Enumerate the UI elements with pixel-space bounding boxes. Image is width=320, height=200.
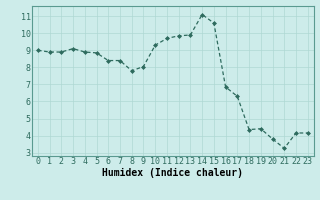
X-axis label: Humidex (Indice chaleur): Humidex (Indice chaleur)	[102, 168, 243, 178]
